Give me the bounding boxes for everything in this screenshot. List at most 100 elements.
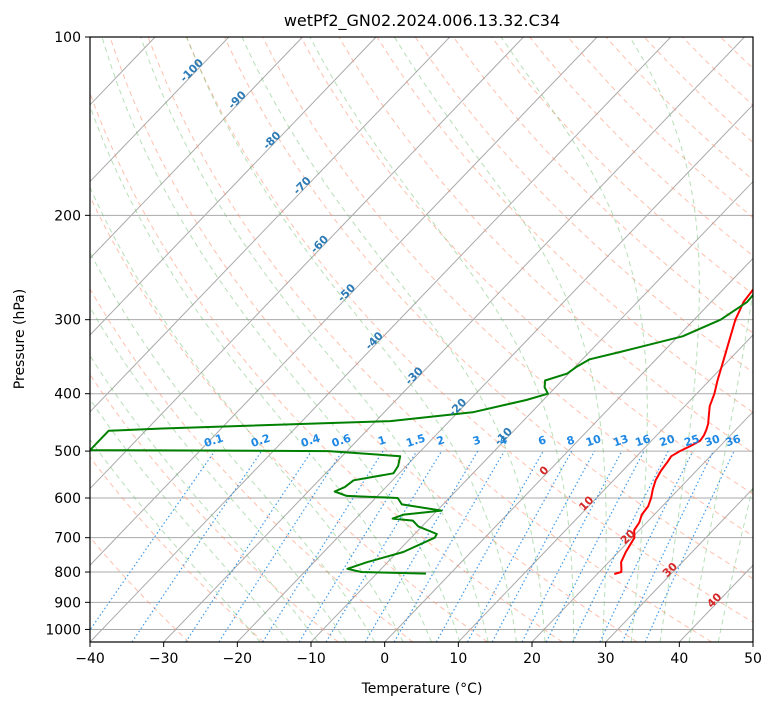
moist-adiabat-line <box>90 306 347 642</box>
x-tick-label: 40 <box>670 651 688 667</box>
y-tick-label: 300 <box>54 313 81 329</box>
isotherm-line <box>90 37 598 566</box>
isotherm-line <box>384 257 753 642</box>
x-tick-label: 50 <box>744 651 762 667</box>
wet-bulb-potential-label: -100 <box>177 56 206 85</box>
mixing-ratio-label: 0.1 <box>202 432 225 450</box>
chart-title: wetPf2_GN02.2024.006.13.32.C34 <box>284 11 560 31</box>
dry-adiabat-line <box>605 37 753 181</box>
background-lines <box>0 37 775 642</box>
y-tick-label: 1000 <box>45 622 81 638</box>
y-tick-label: 900 <box>54 595 81 611</box>
dry-adiabat-line <box>90 536 190 642</box>
dry-adiabat-line <box>90 287 414 642</box>
wet-bulb-potential-label: -80 <box>260 129 283 152</box>
y-axis-label: Pressure (hPa) <box>12 289 28 389</box>
x-axis-label: Temperature (°C) <box>361 681 483 697</box>
mixing-ratio-label: 0.6 <box>330 431 353 449</box>
dry-adiabat-line <box>90 195 488 642</box>
dry-adiabat-line <box>338 37 753 454</box>
dry-adiabat-line <box>262 37 753 537</box>
wet-bulb-temperature-label: 10 <box>576 493 596 513</box>
dry-adiabat-line <box>185 37 753 623</box>
x-axis: −40 −30 −20 −10 0 10 20 30 40 50 <box>75 642 762 667</box>
moist-adiabat-line <box>90 186 404 642</box>
dry-adiabat-line <box>224 37 753 580</box>
y-tick-label: 400 <box>54 387 81 403</box>
mixing-ratio-line <box>572 450 669 642</box>
mixing-ratio-label: 10 <box>584 432 603 449</box>
wet-bulb-potential-label: -70 <box>291 174 314 197</box>
x-tick-label: −30 <box>149 651 179 667</box>
isotherm-line <box>752 641 753 642</box>
x-tick-label: −40 <box>75 651 105 667</box>
dry-adiabat-line <box>147 37 712 642</box>
dry-adiabat-line <box>90 456 264 642</box>
moist-adiabat-line <box>241 37 546 642</box>
wet-bulb-temperature-label: 30 <box>660 560 680 580</box>
dewpoint-profile-line <box>90 293 753 575</box>
mixing-ratio-label: 13 <box>611 432 630 449</box>
wet-bulb-potential-label: -50 <box>335 281 358 304</box>
isotherm-line <box>90 37 303 260</box>
x-tick-label: 30 <box>597 651 615 667</box>
isotherm-line <box>90 37 230 183</box>
sounding-profiles <box>90 287 753 575</box>
isotherm-line <box>90 37 451 413</box>
mixing-ratio-line <box>298 450 418 642</box>
moist-adiabat-line <box>393 37 607 642</box>
isotherm-line <box>90 37 524 490</box>
mixing-ratio-line <box>325 450 443 642</box>
y-tick-label: 700 <box>54 531 81 547</box>
mixing-ratio-label: 1 <box>376 433 387 448</box>
dry-adiabat-line <box>90 91 563 642</box>
wet-bulb-potential-label: -40 <box>363 329 386 352</box>
dry-adiabat-line <box>452 37 753 334</box>
x-tick-label: 0 <box>380 651 389 667</box>
plot-frame <box>89 36 754 643</box>
isotherm-line <box>90 37 672 642</box>
isotherm-line <box>457 334 753 642</box>
mixing-ratio-line <box>545 450 645 642</box>
mixing-ratio-label: 0.2 <box>249 432 272 450</box>
mixing-ratio-line <box>466 450 573 642</box>
isotherm-line <box>531 411 753 642</box>
dry-adiabat-line <box>759 37 775 642</box>
mixing-ratio-line <box>185 450 313 642</box>
y-tick-label: 100 <box>54 30 81 46</box>
mixing-ratio-line <box>364 450 479 642</box>
mixing-ratio-line <box>262 450 384 642</box>
mixing-ratio-label: 30 <box>703 432 722 449</box>
wet-bulb-potential-label: -90 <box>225 88 248 111</box>
moist-adiabat-line <box>629 37 700 642</box>
x-tick-label: −10 <box>296 651 326 667</box>
x-tick-label: −20 <box>223 651 253 667</box>
isotherm-line <box>0 37 8 642</box>
mixing-ratio-label: 6 <box>537 433 549 448</box>
moist-adiabat-line <box>90 354 319 642</box>
mixing-ratio-label: 2 <box>435 433 446 448</box>
moist-adiabat-line <box>90 104 432 642</box>
wet-bulb-potential-label: -60 <box>308 232 331 255</box>
mixing-ratio-line <box>491 450 596 642</box>
mixing-ratio-line <box>218 450 343 642</box>
mixing-ratio-label: 36 <box>724 432 743 449</box>
dry-adiabat-line <box>491 37 753 295</box>
y-tick-label: 500 <box>54 444 81 460</box>
dry-adiabat-line <box>109 37 638 642</box>
isotherm-line <box>90 37 377 336</box>
mixing-ratio-label: 25 <box>683 432 702 449</box>
moist-adiabat-line <box>140 37 489 642</box>
moist-adiabat-line <box>90 251 376 642</box>
x-tick-label: 10 <box>449 651 467 667</box>
mixing-ratio-label: 3 <box>471 433 482 448</box>
moist-adiabat-line <box>90 438 261 642</box>
moist-adiabat-line <box>500 37 648 642</box>
mixing-ratio-label: 20 <box>658 432 677 449</box>
wet-bulb-potential-label: -30 <box>403 364 426 387</box>
dry-adiabat-line <box>643 37 753 144</box>
y-tick-label: 800 <box>54 565 81 581</box>
y-tick-label: 200 <box>54 208 81 224</box>
mixing-ratio-line <box>435 450 544 642</box>
